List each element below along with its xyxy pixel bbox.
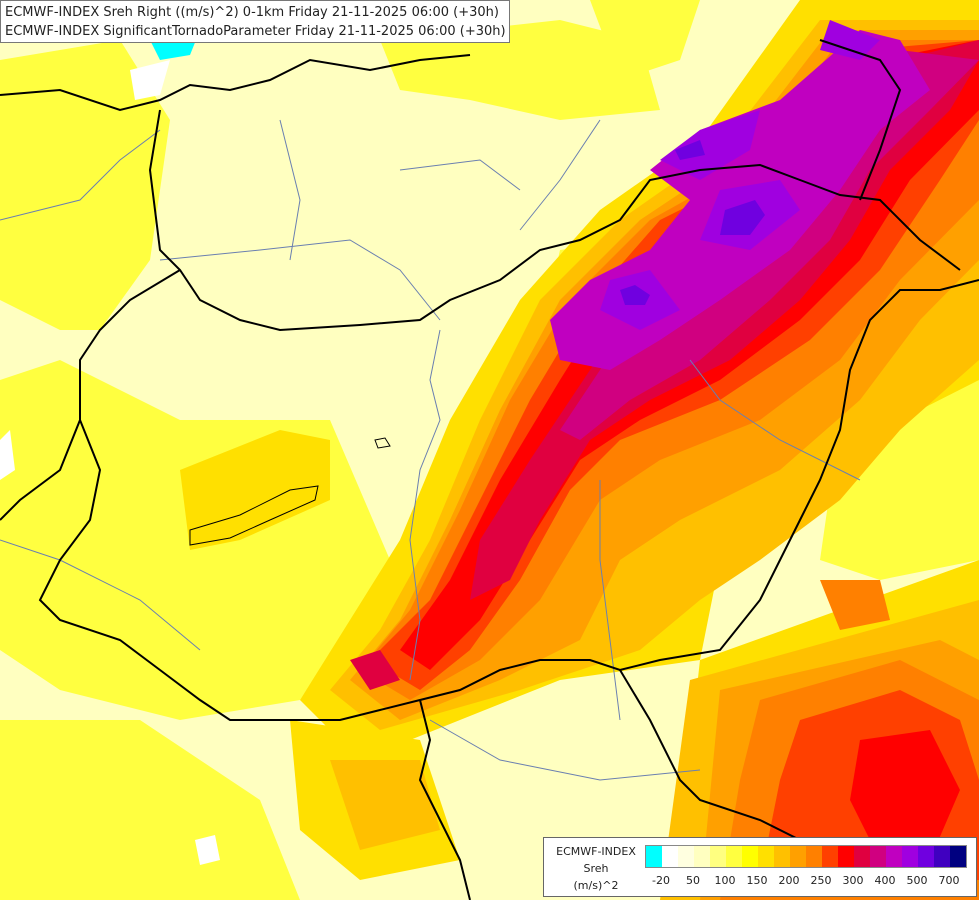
legend-swatch <box>694 846 710 867</box>
legend-tick-label: 700 <box>938 874 960 887</box>
legend-swatch <box>854 846 870 867</box>
legend-swatch <box>662 846 678 867</box>
country-borders <box>0 39 979 900</box>
color-legend: ECMWF-INDEX Sreh (m/s)^2 -20 50 100 150 200 2… <box>543 837 977 897</box>
legend-swatch <box>710 846 726 867</box>
legend-swatch <box>646 846 662 867</box>
title-line-1: ECMWF-INDEX Sreh Right ((m/s)^2) 0-1km F… <box>5 5 499 20</box>
legend-swatch <box>918 846 934 867</box>
map-title-box: ECMWF-INDEX Sreh Right ((m/s)^2) 0-1km F… <box>0 0 510 43</box>
white-patch <box>0 60 220 865</box>
lake-outline <box>189 437 391 546</box>
legend-swatch <box>758 846 774 867</box>
legend-swatch <box>822 846 838 867</box>
legend-source: ECMWF-INDEX <box>556 845 636 858</box>
legend-tick-label: 200 <box>778 874 800 887</box>
legend-swatch <box>902 846 918 867</box>
legend-swatch <box>726 846 742 867</box>
legend-swatch <box>886 846 902 867</box>
legend-tick-label: 300 <box>842 874 864 887</box>
legend-tick-label: 50 <box>686 874 700 887</box>
legend-swatch <box>806 846 822 867</box>
legend-variable: Sreh <box>583 862 609 875</box>
legend-swatch <box>774 846 790 867</box>
legend-tick-label: 100 <box>714 874 736 887</box>
legend-tick-label: 150 <box>746 874 768 887</box>
legend-tick-label: -20 <box>652 874 670 887</box>
legend-tick-label: 500 <box>906 874 928 887</box>
legend-swatch <box>934 846 950 867</box>
legend-tick-label: 400 <box>874 874 896 887</box>
legend-swatch <box>950 846 966 867</box>
legend-swatch <box>742 846 758 867</box>
legend-unit: (m/s)^2 <box>573 879 619 892</box>
legend-tick-label: 250 <box>810 874 832 887</box>
legend-swatch <box>790 846 806 867</box>
legend-swatch <box>838 846 854 867</box>
title-line-2: ECMWF-INDEX SignificantTornadoParameter … <box>5 24 506 39</box>
indigo-field <box>620 140 765 305</box>
legend-color-bar <box>645 845 967 868</box>
legend-swatch <box>678 846 694 867</box>
legend-swatch <box>870 846 886 867</box>
rivers <box>0 119 861 781</box>
legend-tick-labels: -20 50 100 150 200 250 300 400 500 700 <box>645 874 975 890</box>
